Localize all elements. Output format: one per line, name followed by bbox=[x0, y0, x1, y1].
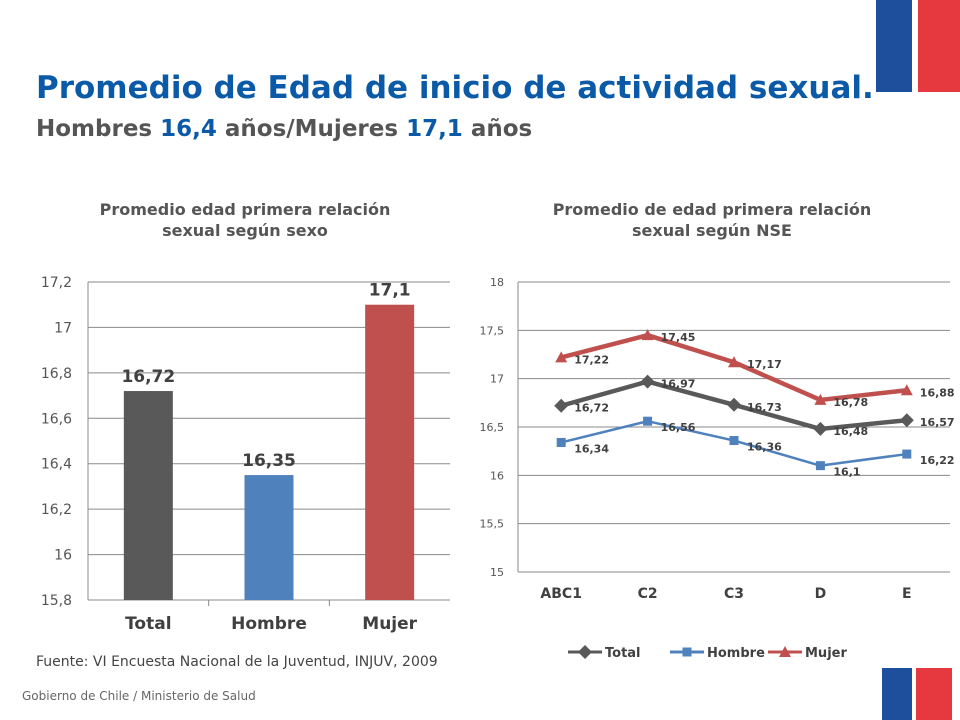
footer-text: Gobierno de Chile / Ministerio de Salud bbox=[22, 689, 256, 703]
bar-total bbox=[123, 391, 173, 600]
data-label-total: 16,73 bbox=[747, 401, 782, 414]
bar-y-tick-label: 16,6 bbox=[41, 411, 72, 427]
point-total bbox=[899, 413, 914, 428]
point-total bbox=[640, 374, 655, 389]
point-hombre bbox=[556, 437, 566, 447]
data-label-hombre: 16,1 bbox=[833, 466, 860, 479]
bar-y-tick-label: 16,8 bbox=[41, 366, 72, 382]
source-note: Fuente: VI Encuesta Nacional de la Juven… bbox=[36, 654, 438, 670]
point-hombre bbox=[643, 416, 653, 426]
bar-chart-title: Promedio edad primera relación sexual se… bbox=[50, 199, 440, 241]
bar-value-label: 16,72 bbox=[121, 367, 175, 387]
legend-marker-total bbox=[578, 645, 592, 659]
page-subtitle: Hombres 16,4 años/Mujeres 17,1 años bbox=[36, 116, 532, 142]
bar-value-label: 16,35 bbox=[242, 451, 296, 471]
line-category-label: ABC1 bbox=[540, 586, 582, 602]
line-y-tick-label: 18 bbox=[490, 276, 504, 289]
legend-label-total: Total bbox=[605, 646, 641, 661]
line-y-tick-label: 17,5 bbox=[480, 324, 505, 337]
bar-hombre bbox=[244, 475, 294, 600]
bar-category-label: Mujer bbox=[362, 614, 417, 634]
legend-marker-hombre bbox=[682, 647, 692, 657]
flag-red-stripe bbox=[918, 0, 960, 92]
data-label-total: 16,72 bbox=[574, 402, 609, 415]
data-label-total: 16,48 bbox=[833, 425, 868, 438]
subtitle-mujeres-value: 17,1 bbox=[406, 116, 463, 142]
data-label-mujer: 17,22 bbox=[574, 353, 609, 366]
point-total bbox=[727, 397, 741, 412]
bar-y-tick-label: 16,2 bbox=[41, 502, 72, 518]
bar-y-tick-label: 16,4 bbox=[41, 457, 72, 473]
bar-chart: 15,8 16 16,2 16,4 16,6 16,8 17 17,2 16,72 Total 16… bbox=[41, 275, 450, 634]
bar-y-tick-label: 17,2 bbox=[41, 275, 72, 291]
subtitle-unit: años bbox=[462, 116, 533, 142]
point-hombre bbox=[815, 461, 825, 471]
line-y-tick-label: 16 bbox=[490, 469, 504, 482]
line-chart: 15 15,5 16 16,5 17 17,5 18 ABC1 C2 C3 D E 16,72 16,97… bbox=[480, 276, 955, 661]
flag-blue-stripe bbox=[876, 0, 912, 92]
point-mujer bbox=[900, 384, 913, 396]
flag-red-stripe bbox=[916, 668, 952, 720]
subtitle-mujeres-label: años/Mujeres bbox=[216, 116, 407, 142]
bar-chart-title-line-1: Promedio edad primera relación bbox=[99, 200, 391, 219]
line-y-tick-label: 15 bbox=[490, 566, 504, 579]
data-label-total: 16,57 bbox=[920, 416, 955, 429]
bar-y-tick-label: 16 bbox=[54, 548, 72, 564]
chile-flag-logo-bottom bbox=[882, 668, 952, 720]
point-hombre bbox=[902, 449, 912, 459]
data-label-mujer: 16,78 bbox=[833, 396, 868, 409]
line-y-tick-label: 16,5 bbox=[480, 421, 505, 434]
bar-category-label: Hombre bbox=[231, 614, 307, 634]
point-hombre bbox=[729, 436, 739, 446]
line-category-label: D bbox=[815, 586, 827, 602]
data-label-hombre: 16,36 bbox=[747, 441, 782, 454]
point-total bbox=[554, 398, 569, 413]
point-mujer bbox=[728, 356, 740, 368]
point-mujer bbox=[555, 351, 568, 363]
data-label-hombre: 16,22 bbox=[920, 454, 955, 467]
bar-y-tick-label: 17 bbox=[54, 320, 72, 336]
legend-label-mujer: Mujer bbox=[805, 646, 847, 661]
point-mujer bbox=[814, 393, 827, 405]
point-total bbox=[813, 421, 828, 436]
bar-y-tick-label: 15,8 bbox=[41, 593, 72, 609]
data-label-hombre: 16,56 bbox=[661, 421, 696, 434]
line-y-tick-label: 17 bbox=[490, 373, 504, 386]
data-label-hombre: 16,34 bbox=[574, 442, 609, 455]
data-label-mujer: 16,88 bbox=[920, 386, 955, 399]
line-category-label: E bbox=[902, 586, 912, 602]
legend-label-hombre: Hombre bbox=[707, 646, 765, 661]
line-category-label: C3 bbox=[724, 586, 744, 602]
page-title: Promedio de Edad de inicio de actividad … bbox=[36, 70, 874, 106]
line-category-label: C2 bbox=[638, 586, 658, 602]
bar-category-label: Total bbox=[125, 614, 171, 634]
line-chart-title-line-2: sexual según NSE bbox=[632, 221, 792, 240]
legend-marker-mujer bbox=[779, 646, 791, 657]
line-chart-title: Promedio de edad primera relación sexual… bbox=[482, 199, 942, 241]
chile-flag-logo-top bbox=[876, 0, 960, 92]
data-label-total: 16,97 bbox=[661, 378, 696, 391]
flag-blue-stripe bbox=[882, 668, 912, 720]
data-label-mujer: 17,45 bbox=[661, 331, 696, 344]
bar-chart-title-line-2: sexual según sexo bbox=[162, 221, 328, 240]
point-mujer bbox=[641, 329, 654, 341]
line-chart-title-line-1: Promedio de edad primera relación bbox=[552, 200, 872, 219]
subtitle-hombres-value: 16,4 bbox=[160, 116, 217, 142]
line-y-tick-label: 15,5 bbox=[480, 518, 505, 531]
subtitle-hombres-label: Hombres bbox=[36, 116, 161, 142]
bar-mujer bbox=[365, 304, 415, 600]
bar-value-label: 17,1 bbox=[369, 281, 411, 301]
data-label-mujer: 17,17 bbox=[747, 358, 782, 371]
